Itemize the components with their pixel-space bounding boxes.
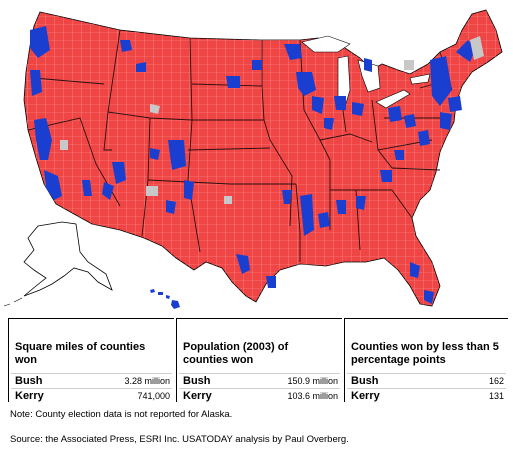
hawaii bbox=[150, 289, 180, 309]
footnote: Note: County election data is not report… bbox=[10, 409, 233, 420]
stats-row-label: Kerry bbox=[183, 390, 212, 402]
kerry-counties bbox=[30, 26, 476, 304]
stats-row-label: Bush bbox=[351, 375, 379, 387]
stats-row-value: 103.6 million bbox=[287, 391, 338, 401]
alaska-outline bbox=[23, 221, 113, 297]
stats-row-bush: Bush 3.28 million bbox=[11, 373, 172, 388]
stats-row-label: Bush bbox=[15, 375, 43, 387]
stats-title: Population (2003) of counties won bbox=[183, 341, 289, 366]
stats-row-value: 741,000 bbox=[137, 391, 170, 401]
us-county-election-map bbox=[3, 9, 503, 309]
stats-panel-close-counties: Counties won by less than 5 percentage p… bbox=[344, 318, 508, 402]
stats-row-value: 150.9 million bbox=[287, 376, 338, 386]
stats-panel-population: Population (2003) of counties won Bush 1… bbox=[176, 318, 342, 402]
lake-huron bbox=[357, 59, 381, 93]
alaska-aleutians bbox=[3, 297, 23, 307]
no-data-areas bbox=[60, 36, 484, 204]
stats-panel-square-miles: Square miles of counties won Bush 3.28 m… bbox=[8, 318, 174, 402]
stats-row-value: 131 bbox=[488, 391, 504, 401]
stats-row-label: Kerry bbox=[351, 390, 380, 402]
stats-row-label: Bush bbox=[183, 375, 211, 387]
stats-row-bush: Bush 162 bbox=[347, 373, 506, 388]
stats-row-kerry: Kerry 131 bbox=[347, 388, 506, 403]
stats-row-bush: Bush 150.9 million bbox=[179, 373, 340, 388]
statistics-panels: Square miles of counties won Bush 3.28 m… bbox=[8, 318, 508, 403]
stats-row-kerry: Kerry 103.6 million bbox=[179, 388, 340, 403]
stats-title: Counties won by less than 5 percentage p… bbox=[351, 341, 499, 366]
stats-title: Square miles of counties won bbox=[15, 341, 146, 366]
county-grid-overlay bbox=[24, 10, 502, 306]
lake-ontario bbox=[409, 73, 431, 85]
stats-row-kerry: Kerry 741,000 bbox=[11, 388, 172, 403]
contiguous-us bbox=[23, 9, 503, 307]
source-credit: Source: the Associated Press, ESRI Inc. … bbox=[10, 434, 349, 445]
lake-superior bbox=[301, 35, 351, 53]
stats-row-value: 162 bbox=[488, 376, 504, 386]
lake-erie bbox=[375, 89, 411, 109]
alaska bbox=[3, 221, 113, 307]
stats-row-label: Kerry bbox=[15, 390, 44, 402]
stats-row-value: 3.28 million bbox=[124, 376, 170, 386]
